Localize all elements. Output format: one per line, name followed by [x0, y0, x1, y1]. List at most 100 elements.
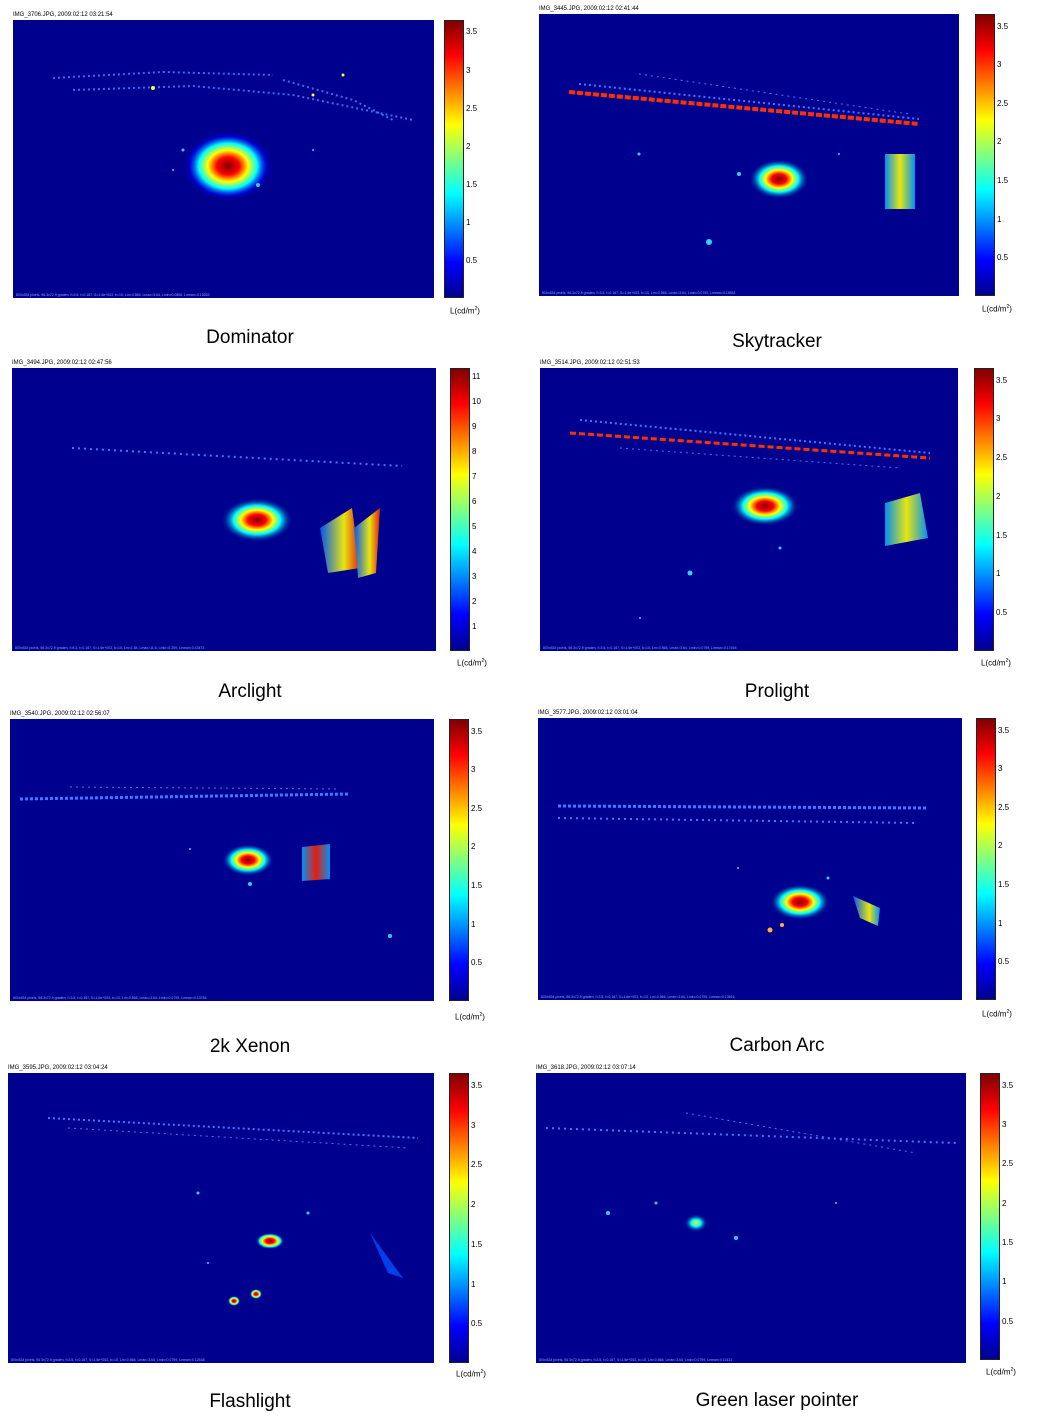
unit-label: L(cd/m2) — [981, 658, 1011, 668]
image-header: IMG_3577.JPG, 2009:02:12 03:01:04 — [538, 710, 638, 716]
colorbar-tick-label: 10 — [472, 396, 481, 406]
colorbar-tick-label: 8 — [472, 446, 477, 456]
image-header: IMG_3514.JPG, 2009:02:12 02:51:53 — [540, 360, 640, 366]
caption: Arclight — [218, 681, 282, 702]
luminance-map: 800x534 pixels, 96.3x72.9 graden, f=8.3,… — [12, 368, 436, 651]
colorbar — [450, 368, 470, 651]
luminance-map-image — [557, 804, 929, 933]
colorbar-tick-label: 0.5 — [466, 255, 478, 265]
colorbar-tick-label: 3.5 — [998, 725, 1010, 735]
luminance-map: 800x534 pixels, 96.3x72.9 graden, f=3.5,… — [539, 14, 959, 296]
colorbar — [449, 1073, 469, 1363]
colorbar-tick-label: 1.5 — [997, 176, 1009, 186]
colorbar — [444, 20, 464, 298]
image-footer: 800x534 pixels, 96.3x72.9 graden, f=8.3,… — [15, 646, 205, 650]
luminance-map-image — [569, 419, 931, 619]
unit-label: L(cd/m2) — [986, 1367, 1016, 1377]
colorbar-tick-label: 3.5 — [996, 375, 1008, 385]
colorbar — [449, 719, 469, 1001]
luminance-map-image — [545, 1112, 957, 1240]
colorbar-tick-label: 0.5 — [998, 957, 1010, 967]
colorbar-tick-label: 1 — [996, 569, 1001, 579]
colorbar-tick-label: 2.5 — [998, 802, 1010, 812]
colorbar-tick-label: 3 — [997, 60, 1002, 70]
luminance-map-image — [568, 73, 920, 245]
colorbar-tick-label: 2 — [471, 1200, 476, 1210]
colorbar-tick-label: 0.5 — [996, 608, 1008, 618]
image-header: IMG_3618.JPG, 2009:02:12 03:07:14 — [536, 1065, 636, 1071]
unit-label: L(cd/m2) — [456, 1369, 486, 1379]
colorbar-tick-label: 1 — [471, 1279, 476, 1289]
colorbar-tick-label: 2.5 — [466, 103, 478, 113]
colorbar-tick-label: 3 — [466, 65, 471, 75]
caption: Flashlight — [209, 1391, 291, 1412]
image-header: IMG_3445.JPG, 2009:02:12 02:41:44 — [539, 6, 639, 12]
colorbar-tick-label: 4 — [472, 546, 477, 556]
colorbar-tick-label: 3 — [1002, 1120, 1007, 1130]
colorbar-tick-label: 2 — [998, 841, 1003, 851]
image-footer: 800x534 pixels, 96.3x72.9 graden, f=3.5,… — [542, 291, 736, 295]
colorbar-tick-label: 0.5 — [471, 958, 483, 968]
colorbar-tick-label: 2.5 — [997, 98, 1009, 108]
colorbar-tick-label: 1.5 — [471, 1239, 483, 1249]
colorbar — [980, 1073, 1000, 1360]
colorbar-tick-label: 11 — [472, 371, 481, 381]
colorbar-tick-label: 3 — [471, 1120, 476, 1130]
colorbar-tick-label: 3 — [998, 764, 1003, 774]
colorbar-tick-label: 1.5 — [1002, 1238, 1014, 1248]
luminance-map: 800x534 pixels, 96.3x72.9 graden, f=3.5,… — [536, 1073, 966, 1363]
colorbar-tick-label: 2 — [997, 137, 1002, 147]
image-footer: 800x534 pixels, 96.3x72.9 graden, f=3.5,… — [13, 996, 207, 1000]
caption: Green laser pointer — [695, 1390, 859, 1411]
colorbar-tick-label: 1 — [466, 217, 471, 227]
colorbar-tick-label: 1 — [471, 919, 476, 929]
caption: Skytracker — [732, 331, 822, 352]
colorbar-tick-label: 0.5 — [1002, 1316, 1014, 1326]
luminance-map: 800x534 pixels, 96.3x72.9 graden, f=3.5,… — [13, 20, 434, 298]
colorbar-tick-label: 1 — [997, 214, 1002, 224]
caption: Carbon Arc — [729, 1035, 825, 1056]
caption: Prolight — [744, 681, 810, 702]
luminance-map: 800x534 pixels, 96.3x72.9 graden, f=3.5,… — [540, 368, 958, 651]
colorbar-tick-label: 3.5 — [997, 21, 1009, 31]
image-footer: 800x534 pixels, 96.3x72.9 graden, f=3.5,… — [541, 995, 735, 999]
image-header: IMG_3595.JPG, 2009:02:12 03:04:24 — [8, 1065, 108, 1071]
colorbar-tick-label: 2.5 — [471, 1160, 483, 1170]
colorbar-tick-label: 3.5 — [1002, 1080, 1014, 1090]
unit-label: L(cd/m2) — [455, 1012, 485, 1022]
colorbar-tick-label: 2.5 — [471, 803, 483, 813]
luminance-map-image — [52, 70, 414, 201]
colorbar-tick-label: 3 — [471, 765, 476, 775]
colorbar-tick-label: 1.5 — [998, 880, 1010, 890]
colorbar-tick-label: 3 — [996, 414, 1001, 424]
colorbar-tick-label: 3 — [472, 571, 477, 581]
colorbar-tick-label: 1.5 — [466, 179, 478, 189]
unit-label: L(cd/m2) — [982, 304, 1012, 314]
colorbar — [975, 14, 995, 296]
colorbar-tick-label: 3.5 — [471, 726, 483, 736]
colorbar-tick-label: 2.5 — [996, 453, 1008, 463]
colorbar-tick-label: 0.5 — [471, 1319, 483, 1329]
colorbar-tick-label: 3.5 — [471, 1080, 483, 1090]
image-footer: 800x534 pixels, 96.3x72.9 graden, f=3.5,… — [539, 1358, 733, 1362]
colorbar-tick-label: 1 — [998, 918, 1003, 928]
colorbar — [974, 368, 994, 651]
unit-label: L(cd/m2) — [982, 1009, 1012, 1019]
colorbar-tick-label: 2.5 — [1002, 1159, 1014, 1169]
colorbar-tick-label: 1.5 — [471, 881, 483, 891]
luminance-map-image — [47, 1117, 419, 1306]
colorbar-tick-label: 2 — [996, 491, 1001, 501]
colorbar — [976, 718, 996, 1000]
luminance-map: 800x534 pixels, 96.3x72.9 graden, f=3.5,… — [8, 1073, 434, 1363]
image-header: IMG_3494.JPG, 2009:02:12 02:47:56 — [12, 360, 112, 366]
colorbar-tick-label: 9 — [472, 421, 477, 431]
unit-label: L(cd/m2) — [450, 306, 480, 316]
colorbar-tick-label: 6 — [472, 496, 477, 506]
unit-label: L(cd/m2) — [457, 658, 487, 668]
image-header: IMG_3706.JPG, 2009:02:12 03:21:54 — [13, 12, 113, 18]
image-header: IMG_3540.JPG, 2009:02:12 02:56:07 — [10, 711, 110, 717]
luminance-map-image — [71, 447, 403, 578]
colorbar-tick-label: 2 — [466, 141, 471, 151]
caption: 2k Xenon — [209, 1036, 291, 1057]
image-footer: 800x534 pixels, 96.3x72.9 graden, f=3.5,… — [11, 1358, 205, 1362]
